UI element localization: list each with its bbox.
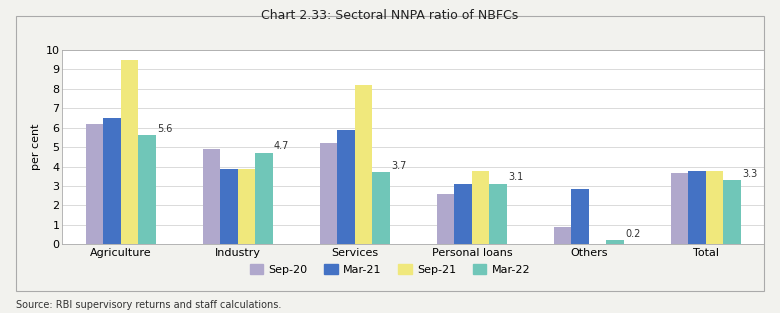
Bar <box>320 143 338 244</box>
Bar <box>437 194 454 244</box>
Bar <box>472 172 490 244</box>
Bar <box>355 85 373 244</box>
Legend: Sep-20, Mar-21, Sep-21, Mar-22: Sep-20, Mar-21, Sep-21, Mar-22 <box>245 260 535 279</box>
Bar <box>723 180 741 244</box>
Bar <box>706 172 724 244</box>
Text: Source: RBI supervisory returns and staff calculations.: Source: RBI supervisory returns and staf… <box>16 300 281 310</box>
Bar <box>121 60 139 244</box>
Text: 4.7: 4.7 <box>274 141 289 151</box>
Bar <box>238 169 255 244</box>
Text: 3.3: 3.3 <box>742 168 757 178</box>
Bar <box>490 184 507 244</box>
Text: 3.7: 3.7 <box>391 161 406 171</box>
Text: 3.1: 3.1 <box>508 172 523 182</box>
Text: Chart 2.33: Sectoral NNPA ratio of NBFCs: Chart 2.33: Sectoral NNPA ratio of NBFCs <box>261 9 519 23</box>
Bar <box>86 124 103 244</box>
Bar <box>606 240 624 244</box>
Text: 5.6: 5.6 <box>157 124 172 134</box>
Bar <box>373 172 390 244</box>
Bar <box>221 169 238 244</box>
Bar <box>671 173 689 244</box>
Bar <box>571 189 589 244</box>
Bar <box>103 118 121 244</box>
Bar <box>338 130 355 244</box>
Bar <box>688 172 706 244</box>
Bar <box>203 149 221 244</box>
Bar <box>454 184 472 244</box>
Bar <box>554 227 571 244</box>
Bar <box>256 153 273 244</box>
Bar <box>139 136 156 244</box>
Y-axis label: per cent: per cent <box>31 124 41 170</box>
Text: 0.2: 0.2 <box>625 229 640 239</box>
